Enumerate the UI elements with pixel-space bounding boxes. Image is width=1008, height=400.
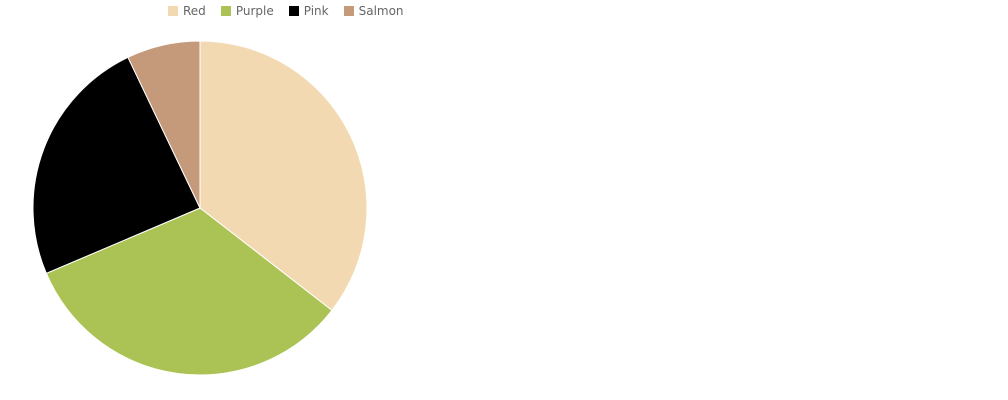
chart-legend: Red Purple Pink Salmon	[168, 3, 404, 19]
pie-slice-pink[interactable]	[32, 56, 201, 275]
legend-label-purple: Purple	[235, 4, 274, 18]
legend-swatch-salmon	[343, 6, 354, 16]
legend-swatch-red	[168, 6, 178, 16]
legend-label-salmon: Salmon	[358, 4, 404, 18]
pie-slice-salmon[interactable]	[127, 40, 201, 209]
legend-item-pink[interactable]: Pink	[288, 4, 329, 18]
legend-item-red[interactable]: Red	[168, 4, 206, 18]
legend-swatch-purple	[220, 6, 231, 16]
legend-swatch-pink	[288, 6, 299, 16]
legend-item-salmon[interactable]: Salmon	[343, 4, 404, 18]
legend-item-purple[interactable]: Purple	[220, 4, 274, 18]
legend-label-red: Red	[183, 4, 206, 18]
legend-label-pink: Pink	[303, 4, 329, 18]
pie-slice-purple[interactable]	[45, 207, 333, 376]
pie-slice-red[interactable]	[199, 40, 368, 312]
